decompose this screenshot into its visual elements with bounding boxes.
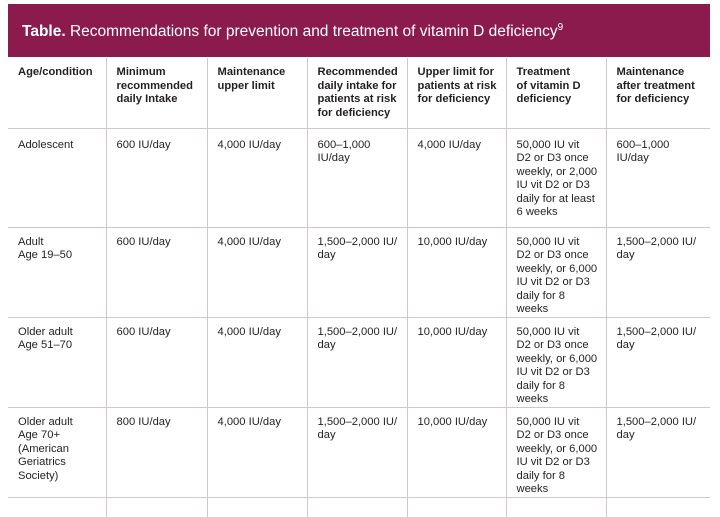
- cell-age-condition: Older adult Age 51–70: [8, 317, 106, 408]
- cell-age-condition: Older adult Age 70+ (American Geriatrics…: [8, 407, 106, 498]
- cell-treatment: 50,000 IU vit D2 or D3 once weekly, or 6…: [505, 317, 606, 408]
- cell-at-risk-daily-intake: 1,500–2,000 IU/ day: [306, 317, 407, 408]
- table-title-lead: Table.: [22, 23, 66, 41]
- cell-at-risk-upper-limit: 10,000 IU/day: [406, 317, 506, 408]
- table-title-reference: 9: [557, 22, 564, 33]
- cell-at-risk-daily-intake: 1,500–2,000 IU/ day: [306, 407, 407, 498]
- cell-at-risk-upper-limit: 10,000 IU/day: [406, 407, 506, 498]
- cell-maintenance-upper-limit: 4,000 IU/day: [206, 407, 307, 498]
- cell-empty: [105, 497, 207, 517]
- header-maintenance-after-treatment: Maintenance after treatment for deficien…: [605, 58, 710, 129]
- cell-minimum-daily-intake: 800 IU/day: [105, 407, 207, 498]
- header-age-condition: Age/condition: [8, 58, 106, 129]
- cell-at-risk-upper-limit: 10,000 IU/day: [406, 227, 506, 318]
- cell-maintenance-after-treatment: 600–1,000 IU/day: [605, 128, 710, 228]
- cell-minimum-daily-intake: 600 IU/day: [105, 317, 207, 408]
- table-header-row: Age/condition Minimum recommended daily …: [8, 58, 710, 129]
- cell-age-condition: Adult Age 19–50: [8, 227, 106, 318]
- table-row: Adolescent 600 IU/day 4,000 IU/day 600–1…: [8, 128, 710, 228]
- header-maintenance-upper-limit: Maintenance upper limit: [206, 58, 307, 129]
- table-row-cut-off: [8, 497, 710, 517]
- cell-at-risk-daily-intake: 1,500–2,000 IU/ day: [306, 227, 407, 318]
- cell-maintenance-upper-limit: 4,000 IU/day: [206, 128, 307, 228]
- table-title-bar: Table. Recommendations for prevention an…: [8, 4, 710, 57]
- cell-maintenance-after-treatment: 1,500–2,000 IU/ day: [605, 227, 710, 318]
- cell-maintenance-after-treatment: 1,500–2,000 IU/ day: [605, 317, 710, 408]
- cell-empty: [8, 497, 106, 517]
- cell-treatment: 50,000 IU vit D2 or D3 once weekly, or 2…: [505, 128, 606, 228]
- cell-treatment: 50,000 IU vit D2 or D3 once weekly, or 6…: [505, 407, 606, 498]
- header-minimum-daily-intake: Minimum recommended daily Intake: [105, 58, 207, 129]
- cell-empty: [206, 497, 307, 517]
- cell-empty: [406, 497, 506, 517]
- vitamin-d-recommendations-table: Age/condition Minimum recommended daily …: [8, 58, 710, 517]
- table-title-text: Recommendations for prevention and treat…: [65, 23, 558, 41]
- cell-maintenance-upper-limit: 4,000 IU/day: [206, 227, 307, 318]
- cell-maintenance-after-treatment: 1,500–2,000 IU/ day: [605, 407, 710, 498]
- cell-minimum-daily-intake: 600 IU/day: [105, 227, 207, 318]
- cell-empty: [306, 497, 407, 517]
- table-row: Older adult Age 70+ (American Geriatrics…: [8, 407, 710, 498]
- cell-empty: [605, 497, 710, 517]
- cell-age-condition: Adolescent: [8, 128, 106, 228]
- table-row: Older adult Age 51–70 600 IU/day 4,000 I…: [8, 317, 710, 408]
- header-at-risk-upper-limit: Upper limit for patients at risk for def…: [406, 58, 506, 129]
- header-at-risk-daily-intake: Recommended daily intake for patients at…: [306, 58, 407, 129]
- cell-empty: [505, 497, 606, 517]
- cell-treatment: 50,000 IU vit D2 or D3 once weekly, or 6…: [505, 227, 606, 318]
- header-treatment: Treatment of vitamin D deficiency: [505, 58, 606, 129]
- table-row: Adult Age 19–50 600 IU/day 4,000 IU/day …: [8, 227, 710, 318]
- cell-at-risk-upper-limit: 4,000 IU/day: [406, 128, 506, 228]
- cell-maintenance-upper-limit: 4,000 IU/day: [206, 317, 307, 408]
- cell-at-risk-daily-intake: 600–1,000 IU/day: [306, 128, 407, 228]
- cell-minimum-daily-intake: 600 IU/day: [105, 128, 207, 228]
